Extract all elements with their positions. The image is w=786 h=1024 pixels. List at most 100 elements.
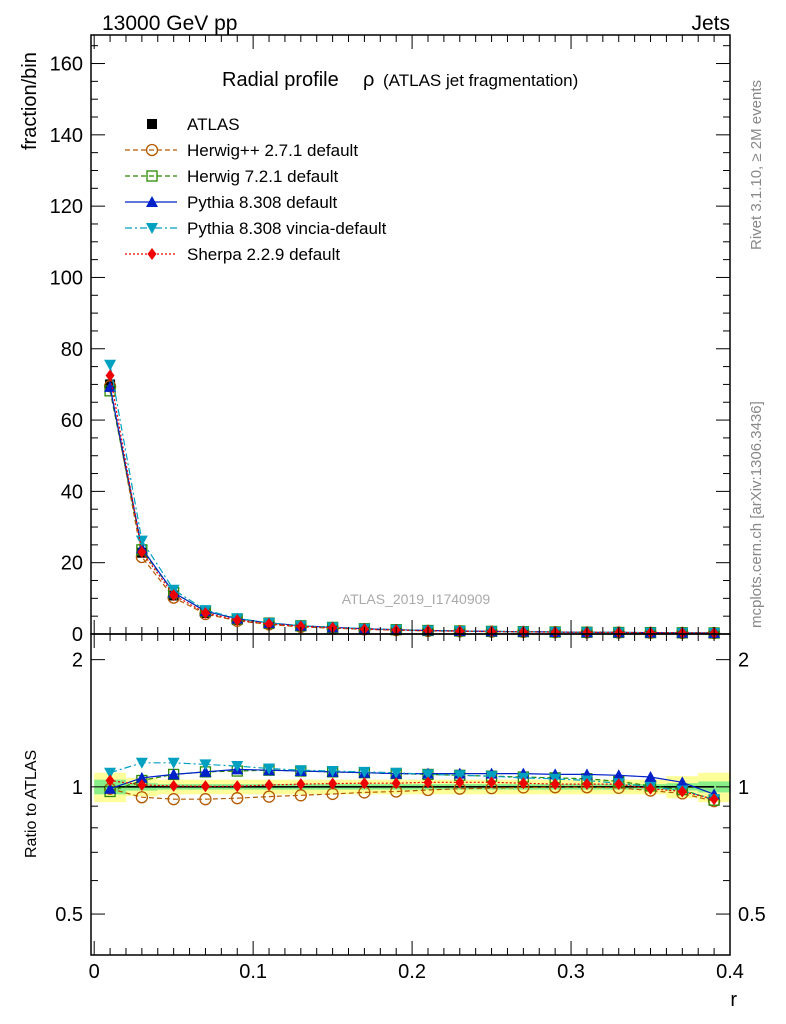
ratio-point-herwig-2-7-1-default	[135, 791, 149, 804]
ratio-point-herwig-2-7-1-default	[167, 793, 180, 806]
ratio-point-pythia-8-308-default	[135, 771, 148, 783]
ratio-point-herwig-2-7-1-default	[262, 790, 276, 803]
ratio-panel: 0.5 0.5 1 1 2 2 0 0.1 0.2 0.3 0.4 Ratio to ATLAS r	[23, 633, 766, 1011]
chart-title-symbol: ρ	[363, 69, 374, 91]
main-y-tick-label: 140	[50, 125, 83, 147]
main-y-tick-label: 0	[72, 624, 83, 646]
ratio-point-pythia-8-308-vincia-default	[358, 766, 371, 778]
main-point-pythia-8-308-vincia-default	[104, 359, 117, 371]
legend: ATLAS Herwig++ 2.7.1 default Herwig 7.2.1 …	[125, 115, 387, 264]
ratio-point-herwig-2-7-1-default	[199, 793, 212, 806]
ratio-point-sherpa-2-2-9-default	[200, 780, 210, 793]
main-y-tick-label: 40	[61, 481, 83, 503]
ratio-point-pythia-8-308-default	[612, 769, 625, 781]
main-panel: 0 20 40 60 80 100 120 140 160 Radial profile ρ (…	[19, 34, 731, 646]
chart-title: Radial profile	[222, 69, 339, 91]
ratio-point-sherpa-2-2-9-default	[646, 782, 656, 795]
ratio-point-pythia-8-308-vincia-default	[199, 759, 212, 771]
legend-label-pythia-8-308-default: Pythia 8.308 default	[187, 193, 338, 212]
legend-marker-herwig-2-7-1-default	[145, 143, 159, 157]
ratio-point-pythia-8-308-vincia-default	[263, 763, 276, 775]
ratio-point-pythia-8-308-vincia-default	[231, 761, 244, 773]
main-y-tick-label: 80	[61, 339, 83, 361]
ratio-point-sherpa-2-2-9-default	[296, 778, 306, 791]
ratio-point-sherpa-2-2-9-default	[105, 774, 115, 787]
ratio-point-sherpa-2-2-9-default	[677, 785, 687, 798]
ratio-point-sherpa-2-2-9-default	[232, 780, 242, 793]
ratio-point-pythia-8-308-vincia-default	[453, 770, 466, 782]
main-axis-ticks: 0 20 40 60 80 100 120 140 160	[50, 35, 731, 646]
legend-label-atlas: ATLAS	[187, 115, 240, 134]
main-y-tick-label: 20	[61, 553, 83, 575]
ratio-point-sherpa-2-2-9-default	[264, 779, 274, 792]
ratio-y-tick-label-right: 1	[738, 777, 749, 799]
ratio-point-pythia-8-308-vincia-default	[135, 757, 148, 769]
mcplots-label: mcplots.cern.ch [arXiv:1306.3436]	[748, 401, 765, 628]
ratio-point-sherpa-2-2-9-default	[455, 776, 465, 789]
ratio-band-inner	[698, 781, 730, 793]
legend-marker-pythia-8-308-default	[146, 196, 158, 207]
ratio-point-pythia-8-308-vincia-default	[421, 769, 434, 781]
ratio-line-pythia-8-308-vincia-default	[109, 762, 715, 800]
ratio-point-sherpa-2-2-9-default	[391, 777, 401, 790]
ratio-y-axis-label: Ratio to ATLAS	[23, 750, 40, 858]
rivet-version-label: Rivet 3.1.10, ≥ 2M events	[748, 80, 765, 250]
legend-marker-sherpa-2-2-9-default	[147, 248, 157, 260]
ratio-axis-ticks: 0.5 0.5 1 1 2 2 0 0.1 0.2 0.3 0.4	[55, 634, 766, 983]
main-point-sherpa-2-2-9-default	[137, 545, 147, 558]
ratio-point-sherpa-2-2-9-default	[169, 779, 179, 792]
y-axis-label: fraction/bin	[19, 52, 41, 150]
ratio-y-tick-label: 2	[72, 650, 83, 672]
ratio-point-pythia-8-308-default	[104, 782, 117, 794]
legend-label-herwig-7-2-1-default: Herwig 7.2.1 default	[187, 167, 338, 186]
main-y-tick-label: 60	[61, 410, 83, 432]
ratio-point-sherpa-2-2-9-default	[614, 778, 624, 791]
main-y-tick-label: 120	[50, 196, 83, 218]
ratio-point-pythia-8-308-default	[167, 768, 180, 780]
chart-title-suffix: (ATLAS jet fragmentation)	[383, 71, 578, 90]
ratio-y-tick-label-right: 2	[738, 650, 749, 672]
x-tick-label: 0.3	[557, 961, 585, 983]
ratio-point-sherpa-2-2-9-default	[582, 778, 592, 791]
ratio-point-sherpa-2-2-9-default	[328, 777, 338, 790]
ratio-point-sherpa-2-2-9-default	[550, 778, 560, 791]
main-y-tick-label: 100	[50, 267, 83, 289]
ratio-series-layer	[103, 757, 721, 808]
legend-label-sherpa-2-2-9-default: Sherpa 2.2.9 default	[187, 245, 340, 264]
ratio-point-pythia-8-308-default	[644, 771, 657, 783]
legend-label-herwig-2-7-1-default: Herwig++ 2.7.1 default	[187, 141, 358, 160]
main-point-sherpa-2-2-9-default	[232, 614, 242, 627]
ratio-frame	[90, 633, 731, 956]
x-tick-label: 0.1	[239, 961, 267, 983]
main-point-sherpa-2-2-9-default	[200, 606, 210, 619]
ratio-point-pythia-8-308-vincia-default	[390, 767, 403, 779]
ratio-point-sherpa-2-2-9-default	[423, 776, 433, 789]
ratio-y-tick-label: 1	[72, 777, 83, 799]
ratio-point-pythia-8-308-vincia-default	[326, 766, 339, 778]
legend-label-pythia-8-308-vincia-default: Pythia 8.308 vincia-default	[187, 219, 387, 238]
header-right: Jets	[691, 12, 730, 35]
main-point-sherpa-2-2-9-default	[264, 617, 274, 630]
ratio-point-sherpa-2-2-9-default	[137, 779, 147, 792]
x-tick-label: 0.4	[716, 961, 744, 983]
legend-marker-pythia-8-308-vincia-default	[146, 223, 158, 234]
main-y-tick-label: 160	[50, 54, 83, 76]
ratio-line-sherpa-2-2-9-default	[110, 779, 715, 800]
ratio-point-herwig-2-7-1-default	[231, 792, 244, 805]
ratio-y-tick-label: 0.5	[55, 904, 83, 926]
ratio-point-sherpa-2-2-9-default	[709, 793, 719, 806]
legend-marker-herwig-7-2-1-default	[146, 170, 158, 182]
x-axis-label: r	[730, 989, 737, 1011]
main-point-sherpa-2-2-9-default	[169, 589, 179, 602]
main-point-sherpa-2-2-9-default	[105, 369, 115, 382]
legend-marker-atlas	[147, 119, 157, 129]
ratio-point-pythia-8-308-default	[676, 776, 689, 788]
ratio-point-pythia-8-308-vincia-default	[167, 757, 180, 769]
x-tick-label: 0.2	[398, 961, 426, 983]
analysis-watermark: ATLAS_2019_I1740909	[342, 591, 491, 607]
ratio-point-pythia-8-308-default	[199, 765, 212, 777]
ratio-y-tick-label-right: 0.5	[738, 904, 766, 926]
ratio-point-pythia-8-308-vincia-default	[294, 765, 307, 777]
ratio-point-sherpa-2-2-9-default	[359, 777, 369, 790]
ratio-point-pythia-8-308-vincia-default	[104, 767, 117, 779]
